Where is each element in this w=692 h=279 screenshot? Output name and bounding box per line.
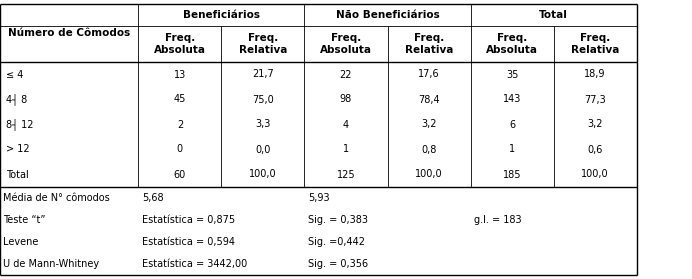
Text: 78,4: 78,4 — [418, 95, 440, 105]
Text: Estatística = 3442,00: Estatística = 3442,00 — [142, 259, 247, 269]
Text: 4: 4 — [343, 119, 349, 129]
Text: Estatística = 0,875: Estatística = 0,875 — [142, 215, 235, 225]
Text: 0: 0 — [177, 145, 183, 155]
Text: 185: 185 — [503, 170, 521, 179]
Text: Levene: Levene — [3, 237, 39, 247]
Text: 143: 143 — [503, 95, 521, 105]
Text: Freq.
Absoluta: Freq. Absoluta — [320, 33, 372, 55]
Text: 45: 45 — [174, 95, 186, 105]
Text: Sig. = 0,356: Sig. = 0,356 — [308, 259, 368, 269]
Text: 17,6: 17,6 — [418, 69, 440, 80]
Text: Média de N° cômodos: Média de N° cômodos — [3, 193, 110, 203]
Text: Freq.
Relativa: Freq. Relativa — [571, 33, 619, 55]
Text: 2: 2 — [176, 119, 183, 129]
Text: 1: 1 — [343, 145, 349, 155]
Text: 5,93: 5,93 — [308, 193, 329, 203]
Text: 75,0: 75,0 — [252, 95, 274, 105]
Text: 13: 13 — [174, 69, 186, 80]
Text: 8┤ 12: 8┤ 12 — [6, 119, 33, 131]
Text: Freq.
Absoluta: Freq. Absoluta — [154, 33, 206, 55]
Text: 22: 22 — [340, 69, 352, 80]
Text: Beneficiários: Beneficiários — [183, 10, 260, 20]
Text: 100,0: 100,0 — [581, 170, 609, 179]
Text: Freq.
Absoluta: Freq. Absoluta — [486, 33, 538, 55]
Text: ≤ 4: ≤ 4 — [6, 69, 23, 80]
Text: Estatística = 0,594: Estatística = 0,594 — [142, 237, 235, 247]
Text: 3,2: 3,2 — [588, 119, 603, 129]
Text: 3,2: 3,2 — [421, 119, 437, 129]
Text: 60: 60 — [174, 170, 186, 179]
Text: Sig. = 0,383: Sig. = 0,383 — [308, 215, 368, 225]
Text: g.l. = 183: g.l. = 183 — [474, 215, 522, 225]
Text: 125: 125 — [337, 170, 355, 179]
Text: Total: Total — [539, 10, 568, 20]
Text: 6: 6 — [509, 119, 515, 129]
Text: 18,9: 18,9 — [584, 69, 606, 80]
Text: Teste “t”: Teste “t” — [3, 215, 46, 225]
Text: U de Mann-Whitney: U de Mann-Whitney — [3, 259, 100, 269]
Text: 4┤ 8: 4┤ 8 — [6, 93, 27, 105]
Text: 0,0: 0,0 — [255, 145, 271, 155]
Text: Total: Total — [6, 170, 28, 179]
Text: 3,3: 3,3 — [255, 119, 271, 129]
Text: 100,0: 100,0 — [249, 170, 277, 179]
Text: Não Beneficiários: Não Beneficiários — [336, 10, 439, 20]
Text: 77,3: 77,3 — [584, 95, 606, 105]
Text: 21,7: 21,7 — [252, 69, 274, 80]
Text: Freq.
Relativa: Freq. Relativa — [405, 33, 453, 55]
Text: 0,6: 0,6 — [588, 145, 603, 155]
Text: 0,8: 0,8 — [421, 145, 437, 155]
Text: Número de Cômodos: Número de Cômodos — [8, 28, 130, 38]
Text: 98: 98 — [340, 95, 352, 105]
Text: 1: 1 — [509, 145, 515, 155]
Text: Sig. =0,442: Sig. =0,442 — [308, 237, 365, 247]
Text: 5,68: 5,68 — [142, 193, 163, 203]
Text: 100,0: 100,0 — [415, 170, 443, 179]
Text: Freq.
Relativa: Freq. Relativa — [239, 33, 287, 55]
Text: > 12: > 12 — [6, 145, 29, 155]
Text: 35: 35 — [506, 69, 518, 80]
